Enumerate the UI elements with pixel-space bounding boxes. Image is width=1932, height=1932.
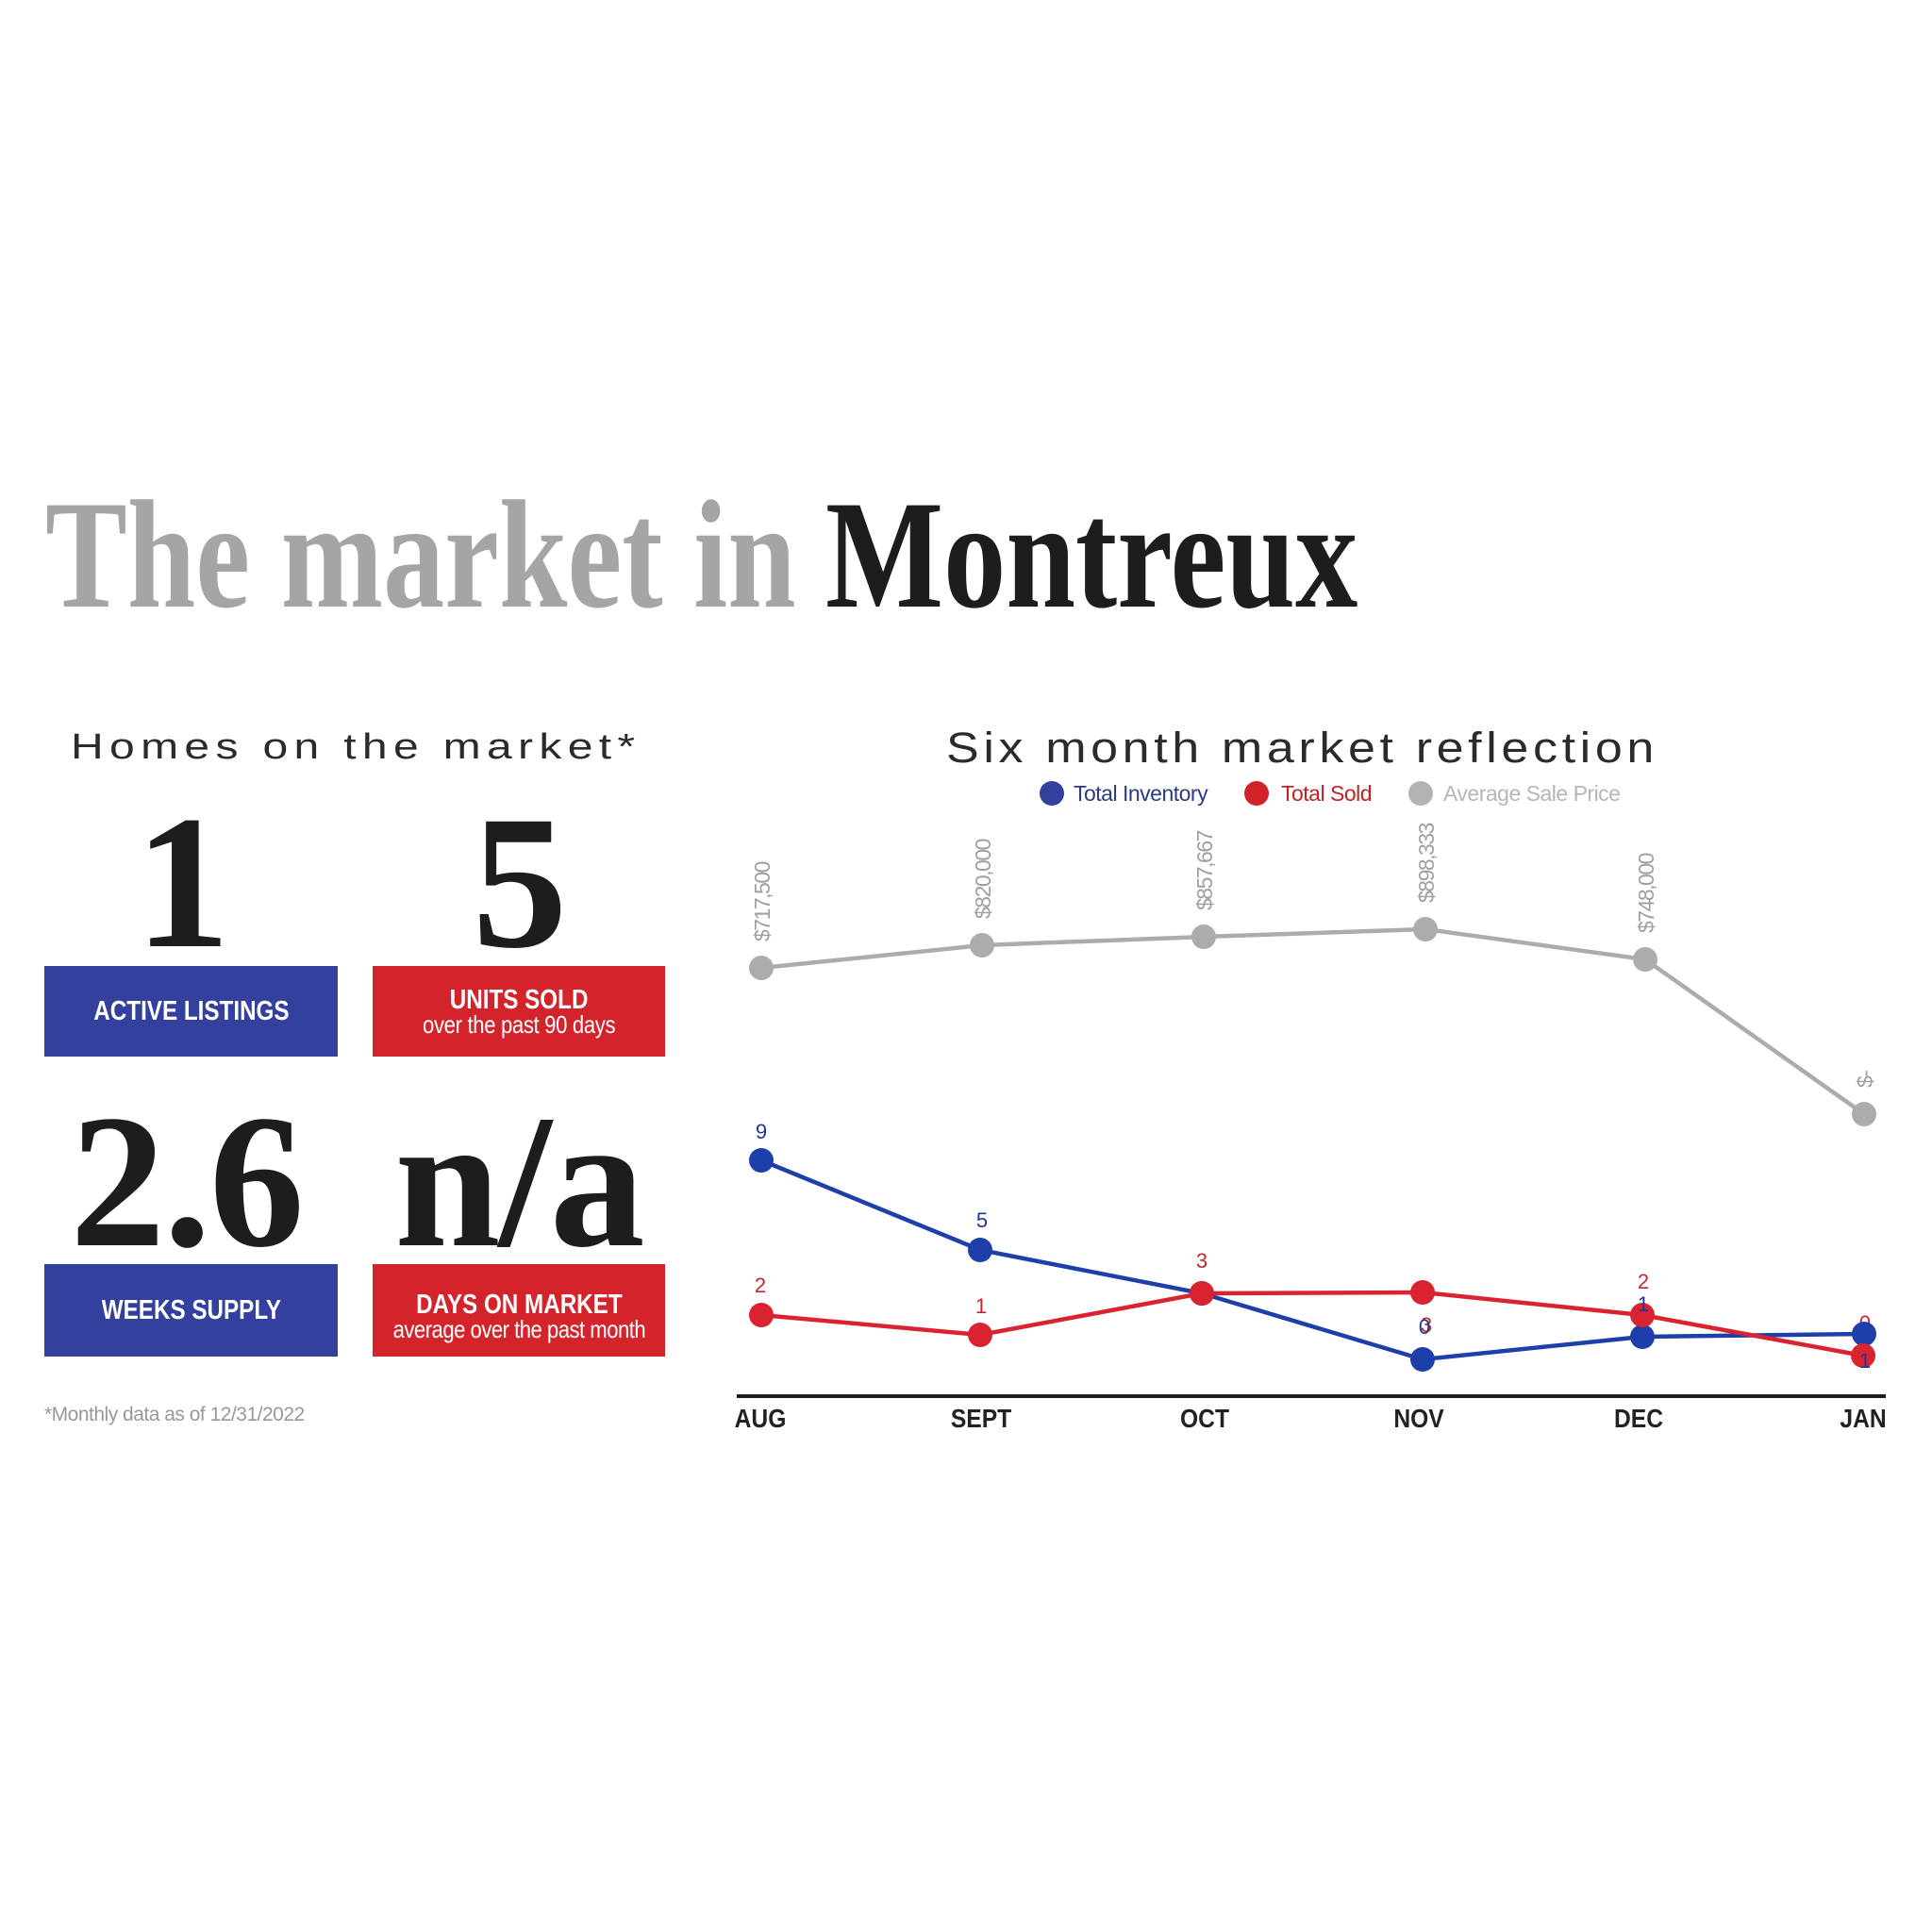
svg-text:1: 1 — [1638, 1292, 1649, 1316]
svg-text:$-: $- — [1853, 1071, 1877, 1088]
svg-text:Average Sale Price: Average Sale Price — [1443, 781, 1620, 806]
svg-text:NOV: NOV — [1393, 1404, 1444, 1434]
svg-text:$717,500: $717,500 — [750, 861, 774, 941]
svg-text:2: 2 — [1638, 1270, 1649, 1293]
svg-text:SEPT: SEPT — [951, 1404, 1011, 1434]
svg-text:0: 0 — [1419, 1315, 1430, 1339]
svg-text:Total Inventory: Total Inventory — [1074, 781, 1208, 806]
svg-text:$748,000: $748,000 — [1634, 853, 1658, 933]
svg-text:OCT: OCT — [1180, 1404, 1229, 1434]
svg-text:Six month market reflection: Six month market reflection — [946, 724, 1658, 772]
svg-text:$898,333: $898,333 — [1414, 823, 1439, 903]
svg-text:JAN: JAN — [1840, 1404, 1886, 1434]
svg-text:$857,667: $857,667 — [1192, 830, 1217, 910]
svg-text:3: 3 — [1421, 1313, 1432, 1337]
svg-text:1: 1 — [1859, 1349, 1871, 1373]
svg-text:$820,000: $820,000 — [971, 839, 995, 919]
svg-text:Total Sold: Total Sold — [1281, 781, 1372, 806]
svg-text:DEC: DEC — [1614, 1404, 1663, 1434]
svg-text:2: 2 — [755, 1274, 766, 1297]
svg-text:1: 1 — [975, 1294, 987, 1318]
svg-text:5: 5 — [976, 1208, 988, 1232]
svg-text:9: 9 — [756, 1120, 767, 1143]
svg-text:3: 3 — [1196, 1249, 1208, 1273]
svg-text:AUG: AUG — [735, 1404, 787, 1434]
